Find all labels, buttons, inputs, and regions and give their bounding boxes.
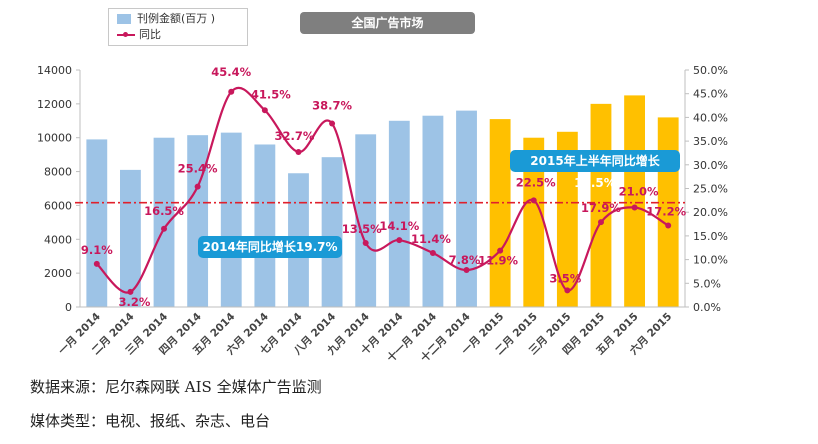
- legend: 刊例金额(百万 ) 同比: [108, 8, 248, 46]
- right-tick-label: 5.0%: [693, 277, 721, 290]
- line-point: [362, 240, 369, 247]
- right-tick-label: 20.0%: [693, 206, 728, 219]
- bar: [489, 119, 511, 307]
- left-tick-label: 0: [65, 301, 72, 314]
- data-label: 22.5%: [516, 175, 556, 189]
- left-tick-label: 4000: [44, 233, 72, 246]
- left-tick-label: 2000: [44, 267, 72, 280]
- bar: [388, 120, 410, 308]
- data-label: 41.5%: [251, 87, 291, 101]
- line-point: [665, 222, 672, 229]
- bar: [624, 95, 646, 308]
- bar: [220, 132, 242, 307]
- left-tick-label: 10000: [37, 132, 72, 145]
- right-tick-label: 50.0%: [693, 64, 728, 77]
- line-point: [631, 204, 638, 211]
- line-point: [93, 260, 100, 267]
- left-tick-label: 6000: [44, 199, 72, 212]
- callout-2015: 2015年上半年同比增长15.5%: [510, 150, 680, 190]
- right-tick-label: 40.0%: [693, 111, 728, 124]
- data-label: 16.5%: [144, 204, 184, 218]
- data-label: 3.5%: [549, 271, 581, 285]
- line-point: [463, 267, 470, 274]
- data-label: 7.8%: [449, 253, 481, 267]
- line-point: [396, 237, 403, 244]
- right-tick-label: 0.0%: [693, 301, 721, 314]
- bar: [254, 144, 276, 307]
- bar: [321, 157, 343, 307]
- yoy-line-series: [93, 86, 672, 295]
- data-label: 32.7%: [275, 129, 315, 143]
- bar: [153, 137, 175, 307]
- data-label: 3.2%: [118, 295, 150, 309]
- data-label: 14.1%: [379, 219, 419, 233]
- legend-item-bar: 刊例金额(百万 ): [117, 12, 215, 26]
- line-point: [597, 219, 604, 226]
- line-point: [295, 149, 302, 156]
- line-point: [194, 183, 201, 190]
- line-point: [261, 107, 268, 114]
- footer-media: 媒体类型：电视、报纸、杂志、电台: [30, 412, 271, 430]
- data-label: 45.4%: [211, 65, 251, 79]
- footer-source: 数据来源：尼尔森网联 AIS 全媒体广告监测: [30, 378, 322, 396]
- callout-2014: 2014年同比增长19.7%: [198, 236, 342, 258]
- bar: [523, 137, 545, 307]
- bar: [456, 110, 477, 307]
- right-tick-label: 10.0%: [693, 254, 728, 267]
- line-point: [329, 120, 336, 127]
- line-point: [429, 249, 436, 256]
- data-label: 38.7%: [312, 99, 352, 113]
- legend-line-swatch: [117, 32, 135, 37]
- line-point: [127, 288, 134, 295]
- data-label: 17.2%: [646, 204, 686, 218]
- bar: [119, 169, 141, 307]
- bar: [187, 135, 209, 307]
- data-label: 9.1%: [81, 243, 113, 257]
- line-point: [161, 225, 168, 232]
- right-tick-label: 15.0%: [693, 230, 728, 243]
- data-label: 11.9%: [478, 254, 518, 268]
- legend-item-line: 同比: [117, 28, 161, 42]
- left-tick-label: 12000: [37, 98, 72, 111]
- bar: [422, 115, 444, 307]
- line-point: [530, 197, 537, 204]
- legend-line-label: 同比: [139, 28, 161, 41]
- left-tick-label: 14000: [37, 64, 72, 77]
- bar: [556, 131, 578, 307]
- right-tick-label: 45.0%: [693, 88, 728, 101]
- line-point: [497, 247, 504, 254]
- right-tick-label: 35.0%: [693, 135, 728, 148]
- data-label: 13.5%: [342, 222, 382, 236]
- right-tick-label: 25.0%: [693, 183, 728, 196]
- legend-bar-label: 刊例金额(百万 ): [137, 12, 216, 25]
- chart-title: 全国广告市场: [300, 12, 475, 34]
- data-label: 11.4%: [411, 232, 451, 246]
- data-labels: 9.1% 3.2% 16.5% 25.4% 45.4%41.5% 32.7% 38.7% 13…: [81, 65, 687, 309]
- data-label: 21.0%: [619, 184, 659, 198]
- data-label: 17.9%: [581, 201, 621, 215]
- bar: [86, 139, 108, 307]
- right-tick-label: 30.0%: [693, 159, 728, 172]
- legend-bar-swatch: [117, 14, 131, 24]
- line-point: [228, 88, 235, 95]
- data-label: 25.4%: [178, 162, 218, 176]
- bar: [355, 134, 377, 307]
- axes: 0 2000 4000 6000 8000 10000 12000 14000 0.0% 5.0%…: [37, 64, 728, 314]
- line-point: [564, 287, 571, 294]
- left-tick-label: 8000: [44, 166, 72, 179]
